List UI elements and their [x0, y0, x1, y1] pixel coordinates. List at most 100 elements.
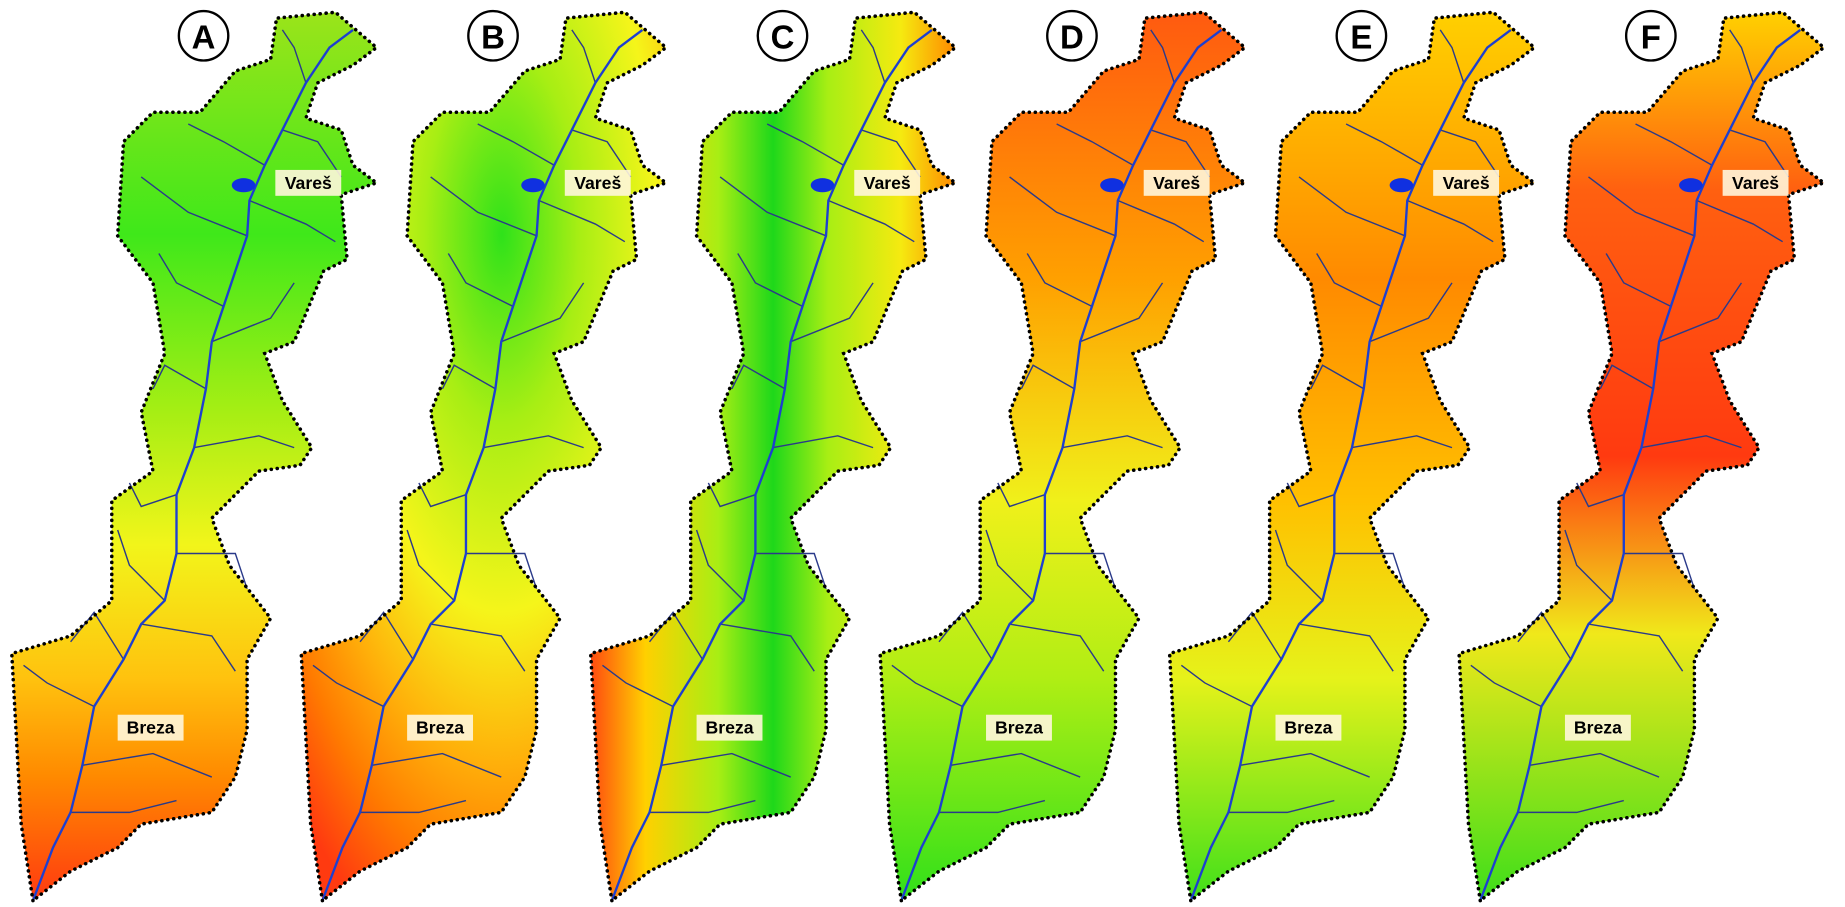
- tributary: [1588, 623, 1684, 672]
- catchment-area: [1169, 12, 1535, 901]
- lake: [1389, 178, 1414, 193]
- tributary: [70, 611, 125, 660]
- tributary: [483, 435, 584, 449]
- tributary: [1056, 123, 1134, 166]
- main-river: [900, 28, 1223, 902]
- place-label-box: [1564, 714, 1631, 741]
- tributary: [116, 529, 166, 602]
- tributary: [985, 529, 1034, 602]
- tributary: [1298, 176, 1406, 237]
- tributary: [152, 364, 207, 390]
- panel-label: A: [192, 18, 216, 55]
- tributary: [1729, 29, 1754, 84]
- main-river: [1479, 28, 1801, 902]
- tributary: [211, 282, 295, 343]
- tributary: [1026, 253, 1093, 308]
- panel-label: B: [481, 18, 505, 55]
- tributary: [1635, 123, 1713, 166]
- place-label-box: [117, 714, 184, 741]
- place-label-box: [407, 714, 474, 741]
- tributary: [360, 799, 467, 814]
- tributary: [1316, 253, 1382, 308]
- tributary: [1564, 529, 1613, 602]
- tributary: [70, 799, 177, 814]
- tributary: [140, 176, 248, 237]
- tributary: [430, 176, 537, 237]
- tributary: [406, 529, 455, 602]
- tributary: [766, 123, 845, 166]
- tributary: [1696, 199, 1784, 243]
- tributary: [1470, 664, 1542, 708]
- catchment-boundary: [878, 10, 1249, 904]
- tributary: [477, 123, 555, 166]
- main-river: [610, 28, 933, 902]
- place-label-box: [1722, 169, 1789, 196]
- tributary: [141, 623, 236, 672]
- tributary: [1062, 435, 1163, 449]
- tributary: [707, 482, 756, 508]
- panel-badge: [1046, 9, 1098, 62]
- tributary: [1440, 129, 1500, 178]
- catchment-boundary: [9, 10, 381, 904]
- place-label: Breza: [995, 718, 1043, 738]
- place-label-box: [275, 169, 342, 196]
- tributary: [891, 664, 963, 708]
- tributary: [441, 364, 496, 390]
- place-label-box: [854, 169, 921, 196]
- catchment-boundary: [588, 10, 960, 904]
- tributary: [719, 623, 815, 672]
- tributary: [176, 552, 248, 590]
- tributary: [1117, 199, 1205, 243]
- tributary: [430, 623, 526, 672]
- map-panel: B Vareš Breza: [299, 9, 670, 904]
- tributary: [194, 435, 295, 449]
- tributary: [1310, 364, 1365, 390]
- tributary: [649, 799, 756, 814]
- panel-badge: [177, 9, 230, 62]
- tributary: [755, 552, 827, 590]
- tributary: [1658, 282, 1743, 343]
- place-label: Vareš: [1732, 173, 1779, 193]
- tributary: [1369, 282, 1453, 343]
- lake: [1679, 178, 1703, 193]
- tributary: [1599, 364, 1654, 390]
- place-label-box: [986, 714, 1052, 741]
- catchment-boundary: [1457, 10, 1828, 904]
- panel-badge: [756, 9, 809, 62]
- place-label-box: [564, 169, 631, 196]
- place-label: Breza: [127, 718, 175, 738]
- tributary: [1641, 435, 1742, 449]
- place-label: Vareš: [864, 173, 911, 193]
- tributary: [1020, 364, 1075, 390]
- tributary: [465, 552, 538, 590]
- tributary: [1439, 29, 1465, 84]
- panel-label: C: [771, 18, 795, 55]
- tributary: [1240, 752, 1370, 778]
- tributary: [1150, 129, 1211, 178]
- tributary: [1298, 623, 1394, 672]
- tributary: [158, 253, 224, 308]
- tributary: [1180, 664, 1253, 708]
- tributary: [249, 199, 336, 243]
- tributary: [1576, 482, 1625, 508]
- panel-label: E: [1350, 18, 1372, 55]
- place-label: Breza: [1284, 718, 1332, 738]
- tributary: [1345, 123, 1423, 166]
- tributary: [731, 364, 786, 390]
- tributary: [828, 199, 915, 243]
- catchment-area: [590, 12, 956, 901]
- tributary: [1588, 176, 1695, 237]
- tributary: [1517, 611, 1572, 660]
- main-river: [31, 28, 354, 902]
- place-label: Breza: [416, 718, 464, 738]
- panel-label: F: [1641, 18, 1661, 55]
- tributary: [1079, 282, 1164, 343]
- tributary: [772, 435, 874, 449]
- tributary: [695, 529, 745, 602]
- place-label-box: [1275, 714, 1342, 741]
- panel-badge: [1335, 9, 1388, 62]
- catchment-area: [1459, 12, 1824, 901]
- tributary: [281, 29, 307, 84]
- tributary: [1729, 129, 1790, 178]
